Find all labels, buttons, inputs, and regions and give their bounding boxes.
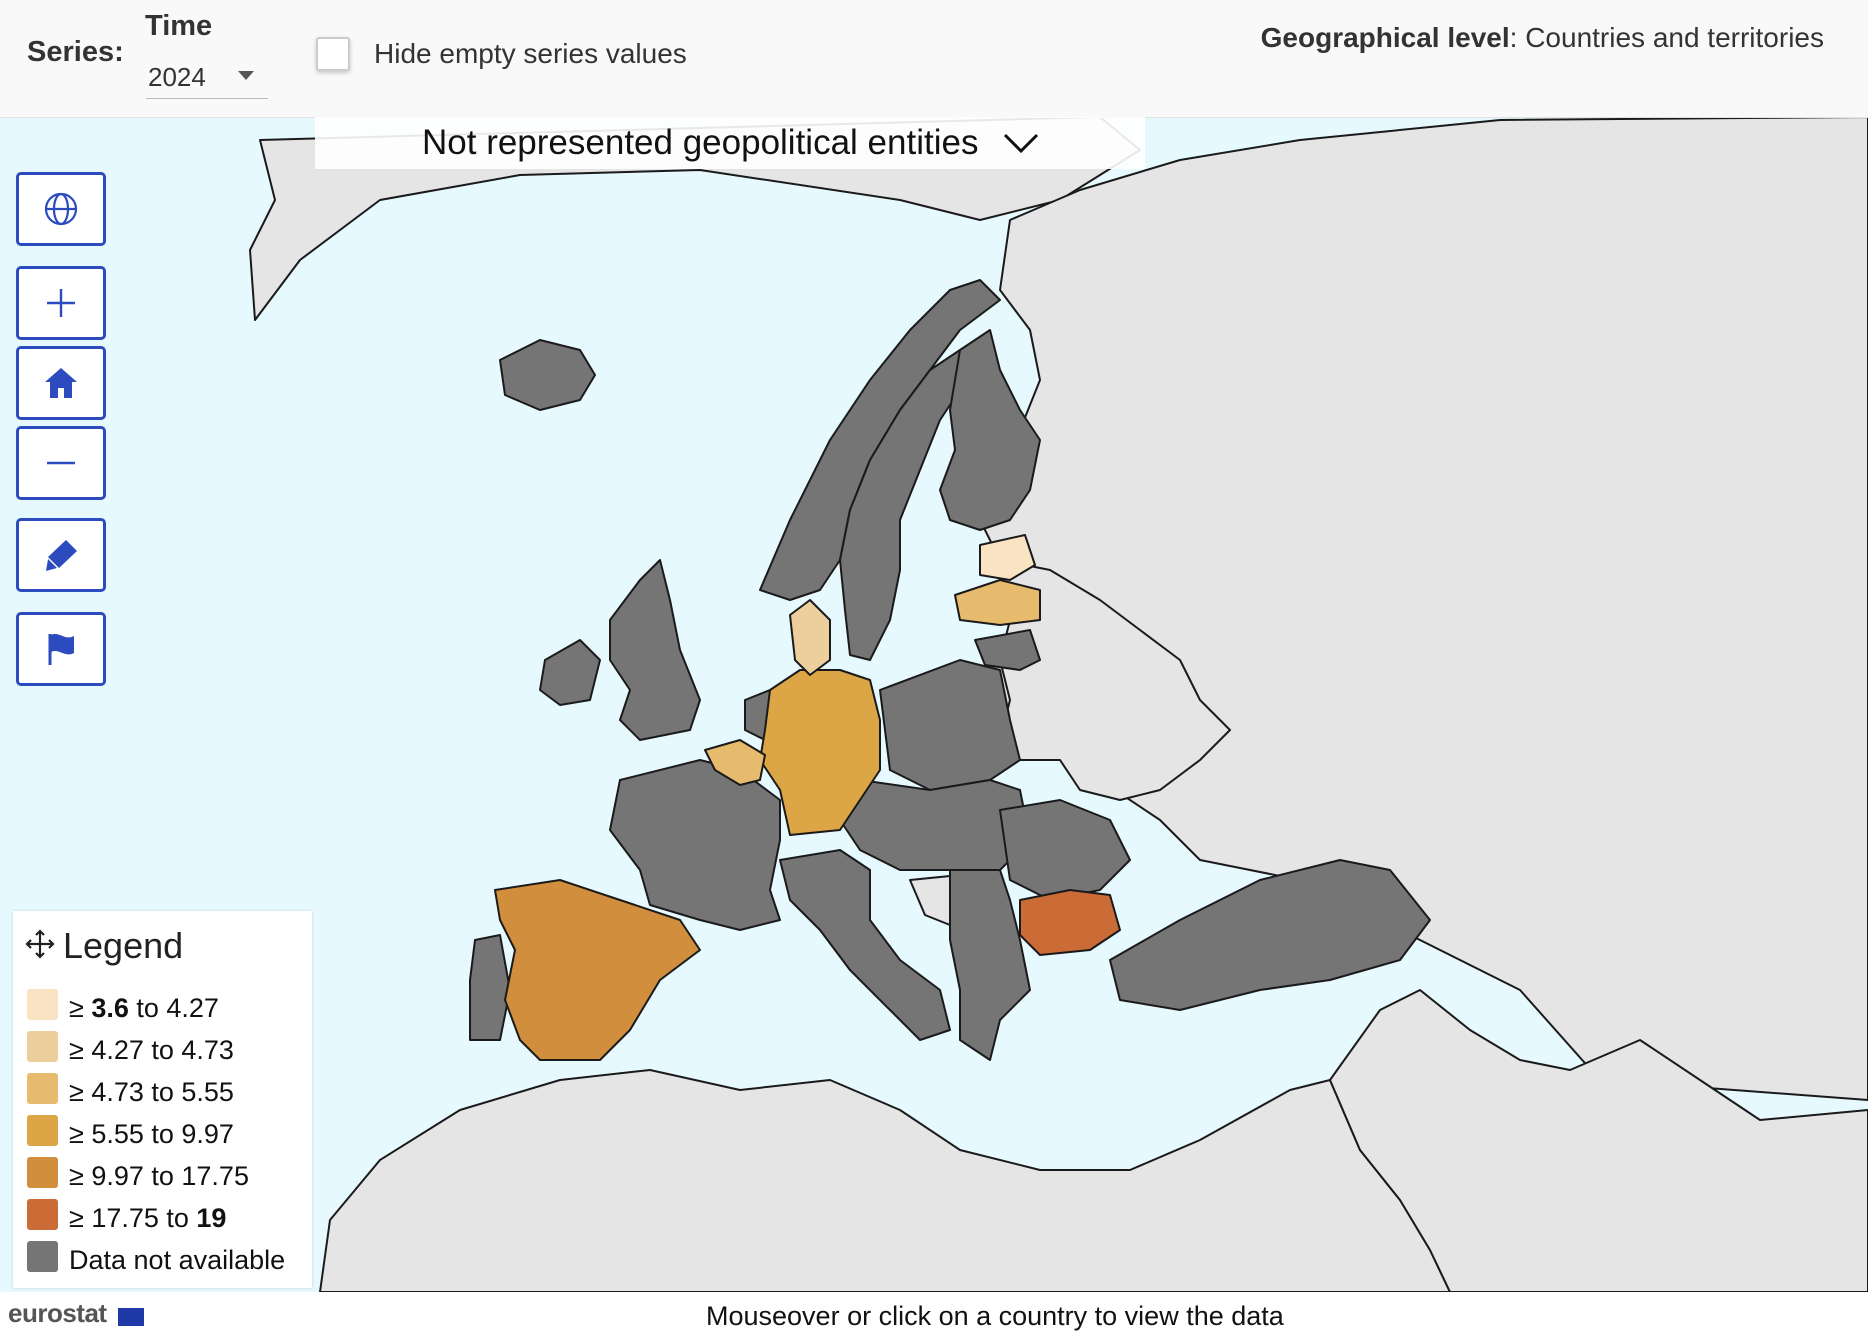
legend-title: Legend [63,925,184,966]
legend-item-label: ≥ 9.97 to 17.75 [69,1161,249,1191]
not-represented-label: Not represented geopolitical entities [422,123,979,162]
region-ireland[interactable] [539,639,601,706]
region-north-africa[interactable] [319,1069,1451,1292]
region-middle-east[interactable] [1329,989,1868,1292]
footer: eurostat Mouseover or click on a country… [0,1292,1868,1334]
region-poland[interactable] [879,659,1021,791]
legend-swatch [27,1157,58,1188]
zoom-out-button[interactable] [16,426,106,500]
region-spain[interactable] [494,879,701,1061]
chevron-down-icon [1003,133,1039,154]
legend-swatch [27,1241,58,1272]
region-uk[interactable] [609,559,701,741]
not-represented-dropdown[interactable]: Not represented geopolitical entities [315,117,1145,169]
home-icon [45,368,77,398]
legend-item-label: ≥ 4.73 to 5.55 [69,1077,234,1107]
region-balkans[interactable] [949,869,1031,1061]
region-latvia[interactable] [979,534,1036,581]
eurostat-logo: eurostat [8,1298,107,1328]
region-portugal[interactable] [469,934,511,1041]
chevron-down-icon [238,71,254,80]
move-icon[interactable] [25,929,55,959]
legend-item-label: ≥ 17.75 to 19 [69,1203,227,1233]
time-label: Time [145,10,213,42]
region-turkey[interactable] [1109,859,1431,1011]
legend-item-label: Data not available [69,1245,286,1275]
legend-swatch [27,989,58,1020]
region-romania[interactable] [999,799,1131,901]
eu-flag-icon [118,1308,144,1326]
highlight-button[interactable] [16,518,106,592]
time-select-value: 2024 [148,62,206,92]
time-select[interactable]: 2024 [146,54,268,99]
plus-icon [47,289,75,317]
series-label: Series: [27,36,124,68]
region-belgium[interactable] [704,739,766,786]
geo-level: Geographical level: Countries and territ… [1261,22,1824,54]
flag-icon [48,634,74,665]
region-bulgaria[interactable] [1019,889,1121,956]
globe-button[interactable] [16,172,106,246]
zoom-in-button[interactable] [16,266,106,340]
region-lithuania[interactable] [954,579,1041,626]
map-hint: Mouseover or click on a country to view … [706,1301,1284,1331]
legend-swatch [27,1073,58,1104]
legend-swatch [27,1199,58,1230]
flag-button[interactable] [16,612,106,686]
globe-icon [44,192,78,226]
home-button[interactable] [16,346,106,420]
region-ukraine[interactable] [999,559,1231,801]
region-norway[interactable] [759,279,1001,601]
region-sweden[interactable] [839,349,961,661]
region-iceland[interactable] [499,339,596,411]
legend-item-label: ≥ 4.27 to 4.73 [69,1035,234,1065]
geo-level-label: Geographical level [1260,22,1510,53]
minus-icon [47,461,75,465]
legend[interactable]: Legend ≥ 3.6 to 4.27 ≥ 4.27 to 4.73 ≥ 4.73… [13,911,312,1288]
toolbar: Series: Time 2024 Hide empty series valu… [0,0,1868,118]
legend-swatch [27,1115,58,1146]
legend-item-label: ≥ 5.55 to 9.97 [69,1119,234,1149]
hide-empty-label[interactable]: Hide empty series values [374,38,687,69]
legend-swatch [27,1031,58,1062]
region-italy[interactable] [779,849,951,1041]
region-finland[interactable] [939,329,1041,531]
region-estonia[interactable] [974,629,1041,671]
hide-empty-checkbox[interactable] [316,37,350,71]
region-denmark[interactable] [789,599,831,676]
highlighter-icon [46,540,77,571]
legend-item-label: ≥ 3.6 to 4.27 [69,993,219,1023]
geo-level-value: : Countries and territories [1509,22,1824,53]
